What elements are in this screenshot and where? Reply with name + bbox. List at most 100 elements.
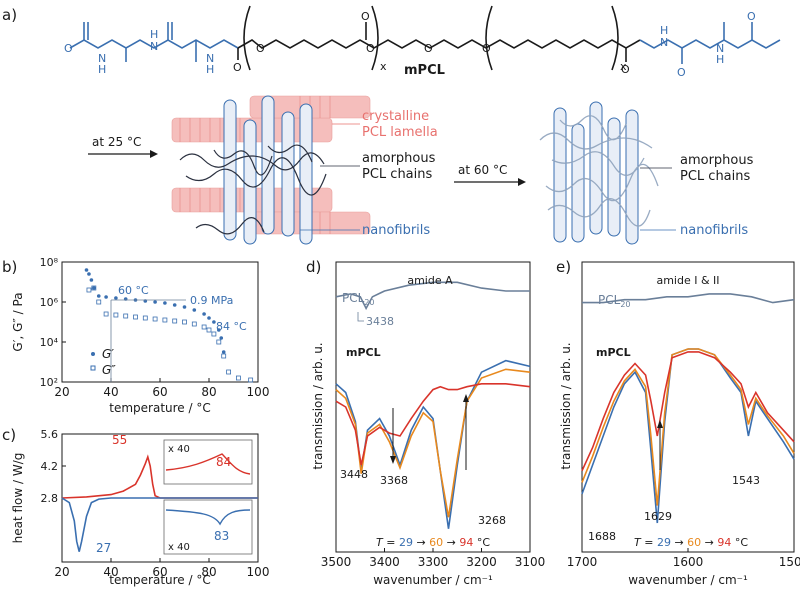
panel-label-e: e): [556, 258, 571, 276]
x-tick-label: 3300: [418, 555, 449, 569]
legend-marker-gdoubleprime: [90, 365, 96, 371]
annotation-modulus: 0.9 MPa: [190, 294, 233, 307]
series-line: [61, 497, 258, 552]
x-axis-label: wavenumber / cm⁻¹: [373, 573, 493, 587]
inset-cooling-curve: [165, 509, 251, 526]
band-label-1543: 1543: [732, 474, 760, 487]
amorphous-label-1a: amorphous: [362, 151, 436, 166]
legend-label-gprime: G′: [102, 347, 114, 361]
reference-label-sub: 20: [620, 300, 630, 309]
band-label-1688: 1688: [588, 530, 616, 543]
series-line: [335, 281, 530, 311]
sample-label: mPCL: [346, 346, 381, 359]
temperature-29: 29: [399, 536, 413, 549]
atom-label: O: [256, 42, 265, 55]
temperature-eq: =: [641, 536, 657, 549]
x-tick-label: 20: [54, 385, 69, 399]
x-tick-label: 100: [247, 385, 270, 399]
x-axis-label: wavenumber / cm⁻¹: [628, 573, 748, 587]
y-tick-label: 4.2: [41, 460, 59, 473]
inset-cooling: [163, 499, 253, 555]
y-tick-label: 2.8: [41, 492, 59, 505]
crystalline-label-1: crystalline: [362, 109, 429, 124]
right-peptide-backbone: [639, 39, 781, 49]
gdoubleprime-point: [133, 314, 138, 320]
gdoubleprime-point: [201, 324, 207, 330]
temperature-94: 94: [459, 536, 473, 549]
trend-arrow-down: [390, 408, 396, 464]
inset-cooling-scale: x 40: [168, 542, 190, 553]
inset-heating-curve: [165, 453, 251, 475]
amorphous-network-illustration: [539, 101, 659, 245]
band-label-1629: 1629: [644, 510, 672, 523]
panel-label-a: a): [2, 6, 17, 24]
y-tick-label: 10⁶: [40, 296, 59, 309]
temperature-arrow: →: [443, 536, 459, 549]
arrow-25c-label: at 25 °C: [92, 135, 141, 149]
y-tick-label: 10⁴: [40, 336, 59, 349]
atom-label: H: [716, 53, 724, 66]
atom-label: N: [660, 36, 668, 49]
gprime-point: [212, 320, 216, 324]
chart-title: amide A: [407, 274, 453, 287]
gprime-point: [163, 301, 167, 305]
x-tick-label: 3100: [515, 555, 546, 569]
annotation-84c: 84 °C: [216, 320, 247, 333]
atom-label: N: [150, 40, 158, 53]
chart-ftir-amide-a: 3500 3400 3300 3200 3100 amide A PCL20 3438 …: [311, 261, 546, 587]
y-tick-label: 10²: [40, 376, 58, 389]
gprime-point: [104, 295, 108, 299]
reference-label: PCL20: [342, 291, 375, 307]
gdoubleprime-point: [96, 299, 102, 305]
y-tick-label: 5.6: [41, 428, 59, 441]
temperature-arrow: →: [671, 536, 687, 549]
amorphous-label-2a: amorphous: [680, 153, 754, 168]
gdoubleprime-point: [162, 317, 168, 323]
chart-rheology: 20 40 60 80 100 10² 10⁴ 10⁶ 10⁸ 60 °C 0.9 MPa 84…: [11, 256, 269, 415]
gdoubleprime-point: [216, 339, 222, 345]
gdoubleprime-point: [123, 313, 129, 319]
y-tick-label: 10⁸: [40, 256, 59, 269]
temperature-arrow: →: [413, 536, 429, 549]
gprime-point: [207, 316, 211, 320]
left-bracket-close: [371, 5, 379, 71]
sample-label: mPCL: [596, 346, 631, 359]
temperature-unit: °C: [473, 536, 490, 549]
x-axis-label: temperature / °C: [109, 401, 210, 415]
series-line: [582, 293, 795, 304]
gprime-point: [217, 328, 221, 332]
reference-label: PCL20: [598, 293, 631, 309]
series-line: [581, 348, 795, 506]
atom-label: N: [206, 52, 214, 65]
panel-label-d: d): [306, 258, 321, 276]
gdoubleprime-point: [191, 321, 197, 327]
temperature-60: 60: [687, 536, 701, 549]
atom-label: O: [233, 61, 242, 74]
band-label-3268: 3268: [478, 514, 506, 527]
molecule-structure: [69, 5, 781, 71]
molecule-name: mPCL: [404, 63, 445, 78]
reference-label-main: PCL: [598, 293, 621, 307]
gdoubleprime-point: [211, 331, 217, 337]
gprime-point: [84, 268, 89, 272]
inset-heating-scale: x 40: [168, 444, 190, 455]
arrow-60c: [454, 178, 526, 186]
x-tick-label: 40: [103, 385, 118, 399]
pcl-backbone: [237, 39, 641, 49]
gdoubleprime-point: [103, 311, 109, 317]
gprime-point: [182, 305, 187, 309]
gprime-point: [87, 272, 91, 276]
atom-label: N: [98, 52, 106, 65]
heating-peak-label: 55: [112, 433, 127, 447]
atom-label: O: [621, 63, 630, 76]
gprime-point: [96, 294, 101, 298]
panel-label-b: b): [2, 258, 17, 276]
temperature-60: 60: [429, 536, 443, 549]
gprime-point: [89, 278, 94, 282]
y-axis-label: heat flow / W/g: [11, 453, 25, 544]
gdoubleprime-point: [152, 316, 158, 322]
chart-title: amide I & II: [656, 274, 719, 287]
x-axis-label: temperature / °C: [109, 573, 210, 587]
